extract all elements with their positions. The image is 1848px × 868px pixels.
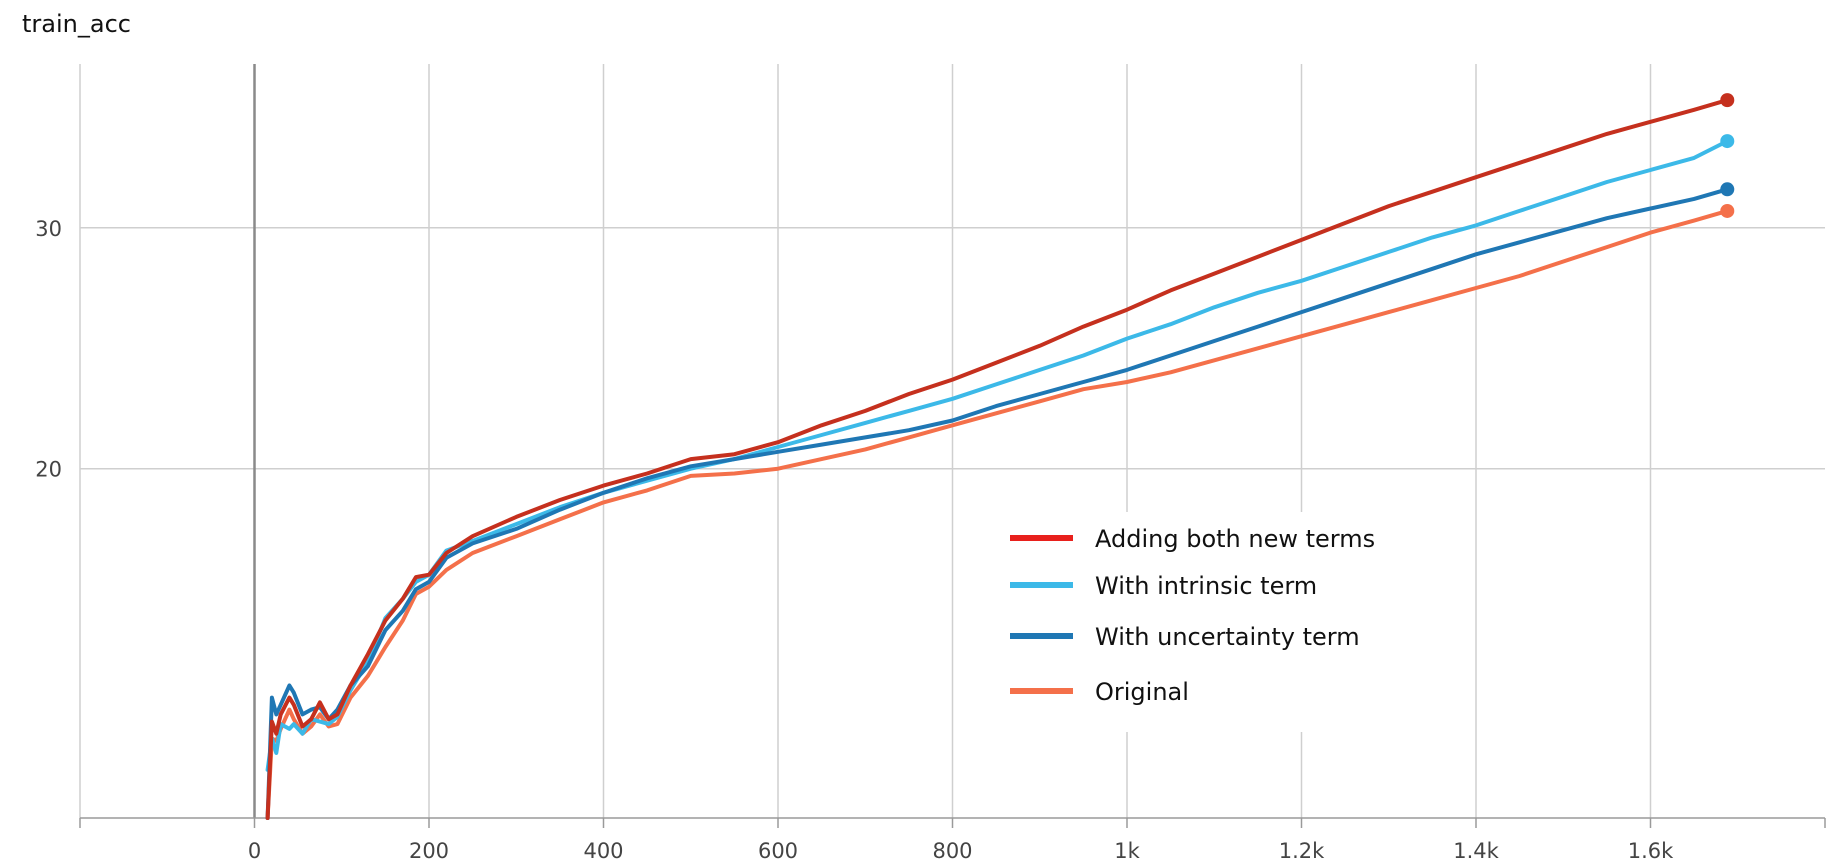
end-markers <box>1720 93 1735 218</box>
series-end-marker-0 <box>1720 93 1735 108</box>
x-tick-label: 600 <box>758 839 798 863</box>
series-end-marker-2 <box>1720 182 1735 197</box>
series-line-0 <box>265 98 1730 820</box>
x-tick-label: 1.6k <box>1628 839 1674 863</box>
legend-label-1: With intrinsic term <box>1095 572 1317 600</box>
axes: 0 200 400 600 800 1k 1.2k 1.4k 1.6k 20 30 <box>35 64 1826 863</box>
legend-background <box>1000 512 1420 732</box>
series-line-1 <box>265 139 1730 772</box>
legend-label-0: Adding both new terms <box>1095 525 1375 553</box>
x-tick-label: 200 <box>409 839 449 863</box>
x-tick-label: 800 <box>932 839 972 863</box>
legend-label-2: With uncertainty term <box>1095 623 1360 651</box>
series-line-3 <box>265 208 1730 820</box>
series-lines <box>265 98 1730 820</box>
y-tick-label: 30 <box>35 217 62 241</box>
series-end-marker-1 <box>1720 134 1735 149</box>
legend-label-3: Original <box>1095 678 1189 706</box>
x-tick-label: 400 <box>583 839 623 863</box>
x-tick-label: 1k <box>1114 839 1140 863</box>
x-tick-label: 1.4k <box>1453 839 1499 863</box>
x-tick-label: 0 <box>248 839 261 863</box>
x-tick-label: 1.2k <box>1279 839 1325 863</box>
grid <box>79 64 1825 818</box>
legend: Adding both new terms With intrinsic term… <box>1000 512 1420 732</box>
chart-title: train_acc <box>22 10 131 38</box>
series-end-marker-3 <box>1720 203 1735 218</box>
series-line-2 <box>265 187 1730 820</box>
y-tick-label: 20 <box>35 458 62 482</box>
